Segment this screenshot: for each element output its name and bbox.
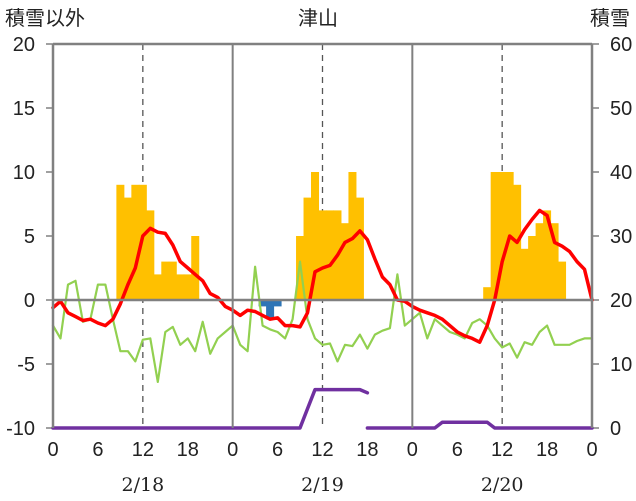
snow-depth-line bbox=[51, 387, 370, 430]
right-tick-label: 50 bbox=[610, 98, 632, 120]
hour-tick-label: 18 bbox=[177, 439, 199, 461]
hour-tick-label: 18 bbox=[356, 439, 378, 461]
hour-tick-label: 0 bbox=[47, 439, 58, 461]
plot-frame bbox=[51, 42, 594, 428]
hour-tick-label: 6 bbox=[452, 439, 463, 461]
snow-bar bbox=[498, 172, 507, 300]
snow-bar bbox=[535, 223, 544, 300]
left-tick-labels: -10 -5 0 5 10 15 20 bbox=[6, 34, 35, 440]
left-tick-label: -10 bbox=[6, 418, 35, 440]
snow-bar bbox=[146, 210, 155, 300]
snow-bar bbox=[340, 223, 349, 300]
chart-title: 津山 bbox=[298, 6, 338, 30]
snow-bar bbox=[543, 210, 552, 300]
snow-bar bbox=[168, 261, 177, 300]
series-lines bbox=[51, 208, 594, 430]
snow-bar bbox=[490, 172, 499, 300]
day-label: 2/18 bbox=[121, 474, 164, 496]
right-tick-label: 40 bbox=[610, 162, 632, 184]
hour-tick-labels: 0 6 12 18 0 6 12 18 0 6 12 18 0 bbox=[47, 439, 597, 461]
hour-tick-label: 12 bbox=[132, 439, 154, 461]
day-label: 2/20 bbox=[481, 474, 524, 496]
hour-tick-label: 0 bbox=[227, 439, 238, 461]
snow-bar bbox=[311, 172, 320, 300]
snow-bar bbox=[558, 261, 567, 300]
snow-bar bbox=[550, 223, 559, 300]
left-tick-label: 20 bbox=[13, 34, 35, 56]
humidity-line bbox=[51, 260, 594, 383]
left-axis-title: 積雪以外 bbox=[5, 6, 85, 30]
snow-bar bbox=[528, 236, 537, 300]
temperature-line bbox=[51, 208, 594, 344]
right-tick-labels: 0 10 20 30 40 50 60 bbox=[610, 34, 632, 440]
right-tick-label: 0 bbox=[610, 418, 621, 440]
right-tick-label: 10 bbox=[610, 354, 632, 376]
left-tick-label: 15 bbox=[13, 98, 35, 120]
snow-bar bbox=[355, 197, 364, 300]
left-tick-label: -5 bbox=[17, 354, 35, 376]
hour-tick-label: 0 bbox=[586, 439, 597, 461]
snow-bar bbox=[123, 197, 132, 300]
snow-bar bbox=[176, 274, 185, 300]
precip-bar bbox=[258, 300, 267, 307]
precip-bar bbox=[273, 300, 282, 307]
snow-bar bbox=[191, 236, 200, 300]
hour-tick-label: 6 bbox=[272, 439, 283, 461]
snow-depth-line-day3 bbox=[365, 420, 594, 430]
hour-tick-label: 12 bbox=[491, 439, 513, 461]
right-tick-label: 60 bbox=[610, 34, 632, 56]
snow-bar bbox=[303, 197, 312, 300]
hour-tick-label: 6 bbox=[92, 439, 103, 461]
snow-bar bbox=[116, 184, 125, 300]
right-tick-label: 20 bbox=[610, 290, 632, 312]
snow-bar bbox=[348, 172, 357, 300]
day-label: 2/19 bbox=[301, 474, 344, 496]
left-tick-label: 5 bbox=[24, 226, 35, 248]
snow-bar bbox=[318, 210, 327, 300]
right-tick-label: 30 bbox=[610, 226, 632, 248]
snow-bar bbox=[161, 261, 170, 300]
left-tick-label: 0 bbox=[24, 290, 35, 312]
snow-bar bbox=[483, 287, 492, 300]
hour-tick-label: 18 bbox=[536, 439, 558, 461]
right-axis-title: 積雪 bbox=[590, 6, 630, 30]
snow-bar bbox=[325, 210, 334, 300]
precip-bar bbox=[266, 300, 275, 320]
left-tick-label: 10 bbox=[13, 162, 35, 184]
snow-bar bbox=[520, 248, 529, 300]
hour-tick-label: 12 bbox=[311, 439, 333, 461]
day-labels: 2/18 2/19 2/20 bbox=[121, 474, 523, 496]
snow-bar bbox=[131, 184, 140, 300]
snow-bar bbox=[183, 274, 192, 300]
hour-tick-label: 0 bbox=[407, 439, 418, 461]
snow-bar bbox=[153, 274, 162, 300]
